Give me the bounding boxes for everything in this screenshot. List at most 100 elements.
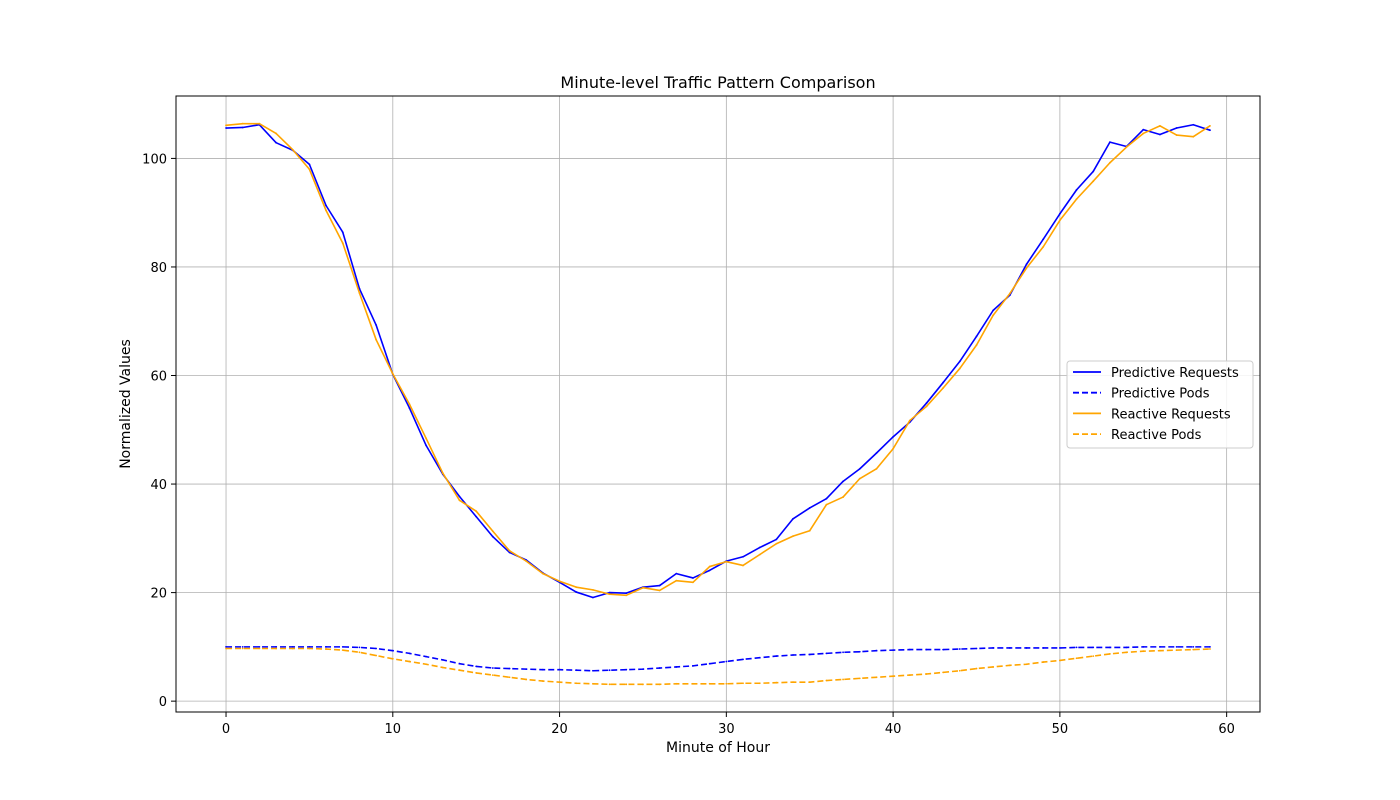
data-point [1075, 188, 1078, 191]
data-point [375, 647, 378, 650]
data-point [792, 517, 794, 520]
data-point [491, 535, 494, 538]
x-tick-label: 50 [1052, 722, 1069, 737]
data-point [541, 680, 544, 682]
data-point [858, 677, 861, 680]
data-point [958, 669, 961, 672]
data-point [1058, 212, 1061, 215]
data-point [992, 666, 995, 668]
legend-label: Predictive Requests [1111, 366, 1239, 381]
data-point [842, 496, 844, 498]
data-point [775, 655, 778, 657]
legend-entry-reactive-requests: Reactive Requests [1073, 407, 1231, 422]
data-point [825, 652, 828, 655]
data-point [675, 666, 678, 668]
data-point [775, 681, 778, 684]
data-point [358, 651, 361, 654]
y-tick-label: 20 [150, 587, 167, 602]
data-point [258, 647, 261, 650]
data-point [558, 668, 561, 671]
data-point [1109, 653, 1111, 655]
data-point [908, 419, 911, 422]
data-point [1159, 645, 1161, 648]
series-reactive-pods [225, 647, 1211, 686]
data-point [792, 535, 794, 538]
data-point [458, 669, 461, 672]
data-point [742, 555, 744, 558]
data-point [225, 647, 227, 650]
data-point [608, 669, 611, 672]
data-point [1125, 146, 1128, 148]
legend-entry-reactive-pods: Reactive Pods [1073, 428, 1202, 443]
data-point [575, 669, 578, 672]
data-point [1142, 645, 1145, 648]
data-point [1042, 661, 1045, 663]
data-point [425, 655, 428, 658]
data-point [225, 127, 227, 129]
data-point [475, 672, 478, 674]
data-point [792, 681, 794, 684]
data-point [241, 126, 244, 129]
data-point [1008, 647, 1011, 649]
data-point [558, 681, 561, 684]
data-point [1075, 646, 1078, 649]
data-point [975, 344, 978, 347]
data-point [475, 515, 478, 518]
data-point [1142, 650, 1145, 653]
data-point [892, 447, 895, 450]
data-point [775, 542, 778, 545]
data-point [408, 403, 411, 406]
data-point [658, 589, 661, 592]
data-point [375, 654, 378, 657]
x-axis-label: Minute of Hour [666, 740, 770, 756]
series-line-reactive-pods [226, 647, 1210, 686]
data-point [692, 581, 694, 584]
data-point [708, 662, 711, 665]
data-point [1058, 659, 1061, 662]
data-point [758, 553, 761, 556]
data-point [708, 682, 711, 685]
data-point [525, 560, 528, 563]
data-point [358, 646, 361, 649]
data-point [792, 654, 794, 656]
data-point [1109, 161, 1111, 164]
data-point [308, 168, 311, 171]
data-point [1008, 664, 1011, 667]
data-point [1125, 651, 1128, 654]
data-point [675, 579, 678, 582]
y-tick-label: 40 [150, 478, 167, 493]
legend-box [1066, 360, 1254, 449]
data-point [1175, 127, 1178, 129]
legend-label: Reactive Pods [1111, 428, 1202, 443]
data-point [341, 231, 344, 234]
data-point [1025, 647, 1028, 649]
data-point [742, 564, 744, 567]
data-point [625, 683, 628, 686]
data-point [1142, 128, 1145, 131]
data-point [1125, 646, 1128, 649]
data-point [341, 242, 344, 244]
data-point [325, 204, 327, 207]
data-point [475, 665, 478, 668]
legend-entry-predictive-requests: Predictive Requests [1073, 366, 1239, 381]
data-point [942, 387, 945, 389]
data-point [541, 572, 544, 575]
data-point [541, 668, 544, 671]
data-point [1175, 134, 1178, 136]
data-point [725, 682, 728, 685]
data-point [692, 664, 694, 667]
data-point [742, 682, 744, 685]
data-point [1008, 292, 1011, 295]
data-point [525, 668, 528, 671]
series-line-predictive-pods [226, 646, 1210, 672]
data-point [658, 683, 661, 686]
data-point [225, 124, 227, 127]
data-point [1058, 219, 1061, 222]
x-tick-label: 10 [385, 722, 402, 737]
data-point [825, 497, 828, 500]
data-point [1209, 648, 1211, 650]
data-point [341, 645, 344, 648]
data-point [1092, 655, 1095, 657]
data-point [592, 596, 594, 599]
data-point [275, 647, 277, 650]
